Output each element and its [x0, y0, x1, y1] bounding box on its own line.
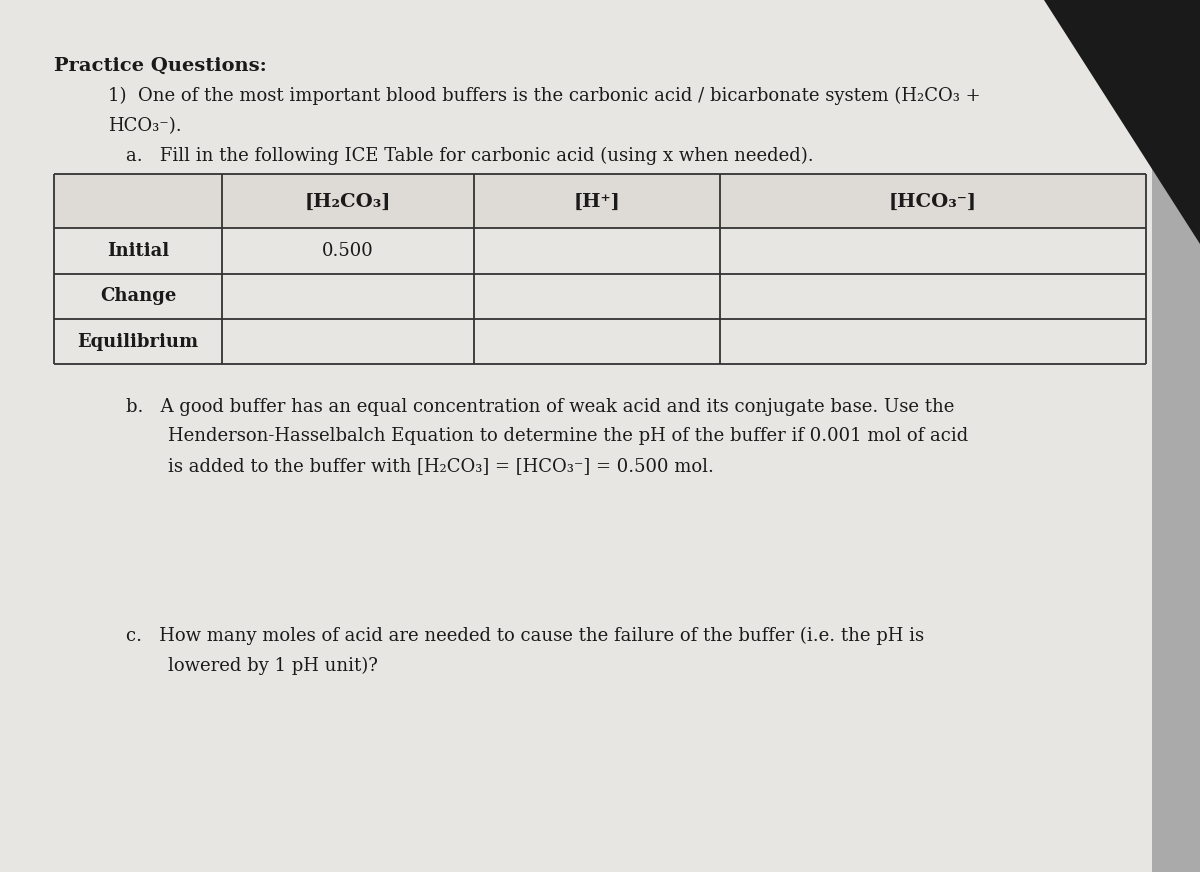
FancyBboxPatch shape	[0, 0, 1152, 872]
Polygon shape	[1044, 0, 1200, 244]
Text: lowered by 1 pH unit)?: lowered by 1 pH unit)?	[168, 657, 378, 675]
Text: 0.500: 0.500	[322, 242, 374, 260]
Text: Initial: Initial	[107, 242, 169, 260]
Text: [HCO₃⁻]: [HCO₃⁻]	[889, 193, 977, 210]
FancyBboxPatch shape	[1152, 0, 1200, 872]
Text: 1)  One of the most important blood buffers is the carbonic acid / bicarbonate s: 1) One of the most important blood buffe…	[108, 87, 980, 106]
FancyBboxPatch shape	[54, 174, 1146, 228]
Text: [H₂CO₃]: [H₂CO₃]	[305, 193, 391, 210]
Text: Henderson-Hasselbalch Equation to determine the pH of the buffer if 0.001 mol of: Henderson-Hasselbalch Equation to determ…	[168, 427, 968, 446]
Text: c.   How many moles of acid are needed to cause the failure of the buffer (i.e. : c. How many moles of acid are needed to …	[126, 627, 924, 645]
Text: HCO₃⁻).: HCO₃⁻).	[108, 117, 181, 135]
Text: [H⁺]: [H⁺]	[574, 193, 620, 210]
Text: a.   Fill in the following ICE Table for carbonic acid (using x when needed).: a. Fill in the following ICE Table for c…	[126, 146, 814, 165]
Text: b.   A good buffer has an equal concentration of weak acid and its conjugate bas: b. A good buffer has an equal concentrat…	[126, 398, 954, 416]
Text: Change: Change	[100, 288, 176, 305]
Text: Practice Questions:: Practice Questions:	[54, 57, 266, 75]
Text: Equilibrium: Equilibrium	[78, 333, 198, 351]
Text: is added to the buffer with [H₂CO₃] = [HCO₃⁻] = 0.500 mol.: is added to the buffer with [H₂CO₃] = [H…	[168, 457, 714, 475]
